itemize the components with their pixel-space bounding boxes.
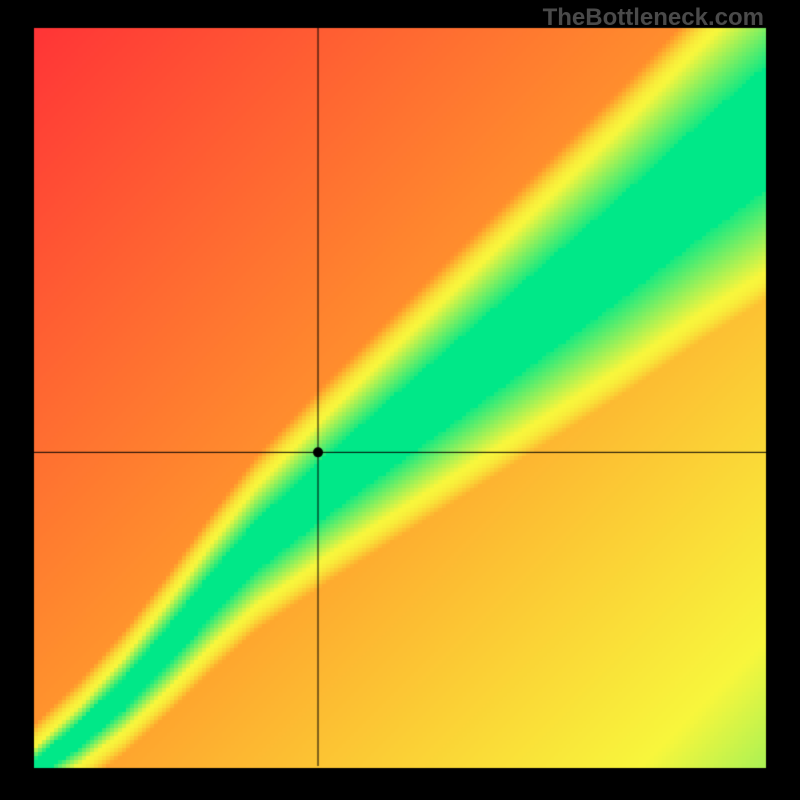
- bottleneck-heatmap: [0, 0, 800, 800]
- watermark-text: TheBottleneck.com: [543, 4, 764, 32]
